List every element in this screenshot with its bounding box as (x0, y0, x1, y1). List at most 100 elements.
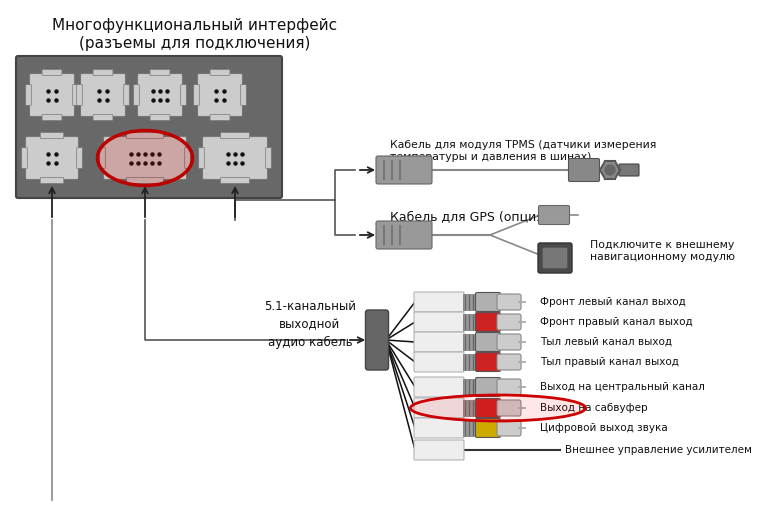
FancyBboxPatch shape (93, 69, 113, 76)
FancyBboxPatch shape (26, 85, 31, 105)
Text: RR-OUT: RR-OUT (423, 357, 455, 366)
FancyBboxPatch shape (543, 248, 567, 268)
FancyBboxPatch shape (476, 399, 501, 417)
Text: Многофункциональный интерфейс: Многофункциональный интерфейс (52, 18, 337, 33)
FancyBboxPatch shape (476, 378, 501, 396)
FancyBboxPatch shape (77, 147, 82, 168)
FancyBboxPatch shape (73, 85, 78, 105)
FancyBboxPatch shape (180, 85, 187, 105)
FancyBboxPatch shape (123, 85, 130, 105)
Text: Красный: Красный (473, 359, 504, 365)
FancyBboxPatch shape (497, 379, 521, 395)
FancyBboxPatch shape (476, 292, 501, 312)
Text: Выход на центральный канал: Выход на центральный канал (540, 382, 705, 392)
FancyBboxPatch shape (150, 69, 170, 76)
FancyBboxPatch shape (198, 147, 205, 168)
FancyBboxPatch shape (497, 294, 521, 310)
Text: Белый: Белый (476, 300, 500, 304)
FancyBboxPatch shape (376, 221, 432, 249)
FancyBboxPatch shape (194, 85, 199, 105)
FancyBboxPatch shape (476, 313, 501, 331)
FancyBboxPatch shape (414, 332, 464, 352)
FancyBboxPatch shape (77, 85, 82, 105)
FancyBboxPatch shape (210, 115, 230, 120)
FancyBboxPatch shape (414, 418, 464, 438)
FancyBboxPatch shape (184, 147, 191, 168)
FancyBboxPatch shape (26, 137, 79, 180)
FancyBboxPatch shape (414, 440, 464, 460)
FancyBboxPatch shape (414, 377, 464, 397)
Text: Тыл правый канал выход: Тыл правый канал выход (540, 357, 679, 367)
FancyBboxPatch shape (41, 178, 64, 183)
Text: Тыл левый канал выход: Тыл левый канал выход (540, 337, 672, 347)
FancyBboxPatch shape (497, 334, 521, 350)
Text: 5.1-канальный
выходной
аудио кабель: 5.1-канальный выходной аудио кабель (264, 300, 356, 349)
FancyBboxPatch shape (463, 420, 477, 436)
Text: RL-OUT: RL-OUT (423, 338, 455, 346)
FancyBboxPatch shape (463, 379, 477, 395)
Text: SW-OUT: SW-OUT (421, 403, 457, 413)
FancyBboxPatch shape (414, 352, 464, 372)
FancyBboxPatch shape (134, 85, 139, 105)
Text: Фронт левый канал выход: Фронт левый канал выход (540, 297, 686, 307)
Ellipse shape (98, 130, 192, 185)
FancyBboxPatch shape (150, 115, 170, 120)
FancyBboxPatch shape (127, 178, 163, 183)
FancyBboxPatch shape (376, 156, 432, 184)
Text: SPDIF: SPDIF (426, 424, 451, 432)
FancyBboxPatch shape (93, 115, 113, 120)
Text: Подключите к внешнему
навигационному модулю: Подключите к внешнему навигационному мод… (590, 240, 735, 262)
FancyBboxPatch shape (476, 418, 501, 438)
Text: Кабель для GPS (опция): Кабель для GPS (опция) (390, 210, 548, 223)
Text: Внешнее управление усилителем: Внешнее управление усилителем (565, 445, 752, 455)
Text: Красный: Красный (473, 319, 504, 325)
FancyBboxPatch shape (497, 314, 521, 330)
FancyBboxPatch shape (463, 294, 477, 310)
FancyBboxPatch shape (100, 147, 105, 168)
FancyBboxPatch shape (463, 334, 477, 350)
FancyBboxPatch shape (463, 354, 477, 370)
FancyBboxPatch shape (80, 73, 126, 117)
FancyBboxPatch shape (463, 400, 477, 416)
FancyBboxPatch shape (414, 312, 464, 332)
FancyBboxPatch shape (569, 158, 600, 181)
FancyBboxPatch shape (22, 147, 27, 168)
FancyBboxPatch shape (539, 205, 569, 225)
Circle shape (605, 165, 615, 175)
Text: Белый: Белый (476, 340, 500, 344)
Text: (разъемы для подключения): (разъемы для подключения) (80, 36, 311, 51)
Ellipse shape (411, 395, 586, 421)
Text: Цифровой выход звука: Цифровой выход звука (540, 423, 668, 433)
FancyBboxPatch shape (198, 73, 242, 117)
FancyBboxPatch shape (127, 132, 163, 139)
FancyBboxPatch shape (210, 69, 230, 76)
FancyBboxPatch shape (104, 137, 187, 180)
FancyBboxPatch shape (497, 420, 521, 436)
FancyBboxPatch shape (202, 137, 268, 180)
FancyBboxPatch shape (16, 56, 282, 198)
Text: Выход на сабвуфер: Выход на сабвуфер (540, 403, 647, 413)
FancyBboxPatch shape (41, 132, 64, 139)
FancyBboxPatch shape (241, 85, 246, 105)
Text: Белый: Белый (476, 384, 500, 390)
Text: FL-OUT: FL-OUT (423, 297, 455, 306)
FancyBboxPatch shape (476, 332, 501, 352)
Text: Желтый: Желтый (473, 426, 503, 430)
FancyBboxPatch shape (42, 69, 62, 76)
FancyBboxPatch shape (414, 292, 464, 312)
FancyBboxPatch shape (497, 400, 521, 416)
FancyBboxPatch shape (414, 398, 464, 418)
Text: C-OUT: C-OUT (425, 382, 453, 391)
Circle shape (602, 162, 618, 178)
Text: Фронт правый канал выход: Фронт правый канал выход (540, 317, 693, 327)
FancyBboxPatch shape (538, 243, 572, 273)
FancyBboxPatch shape (42, 115, 62, 120)
FancyBboxPatch shape (220, 178, 249, 183)
FancyBboxPatch shape (366, 310, 388, 370)
Text: FR-OUT: FR-OUT (423, 317, 455, 327)
Text: Кабель для модуля TPMS (датчики измерения
температуры и давления в шинах): Кабель для модуля TPMS (датчики измерени… (390, 140, 656, 162)
FancyBboxPatch shape (220, 132, 249, 139)
FancyBboxPatch shape (266, 147, 271, 168)
FancyBboxPatch shape (497, 354, 521, 370)
FancyBboxPatch shape (476, 353, 501, 371)
